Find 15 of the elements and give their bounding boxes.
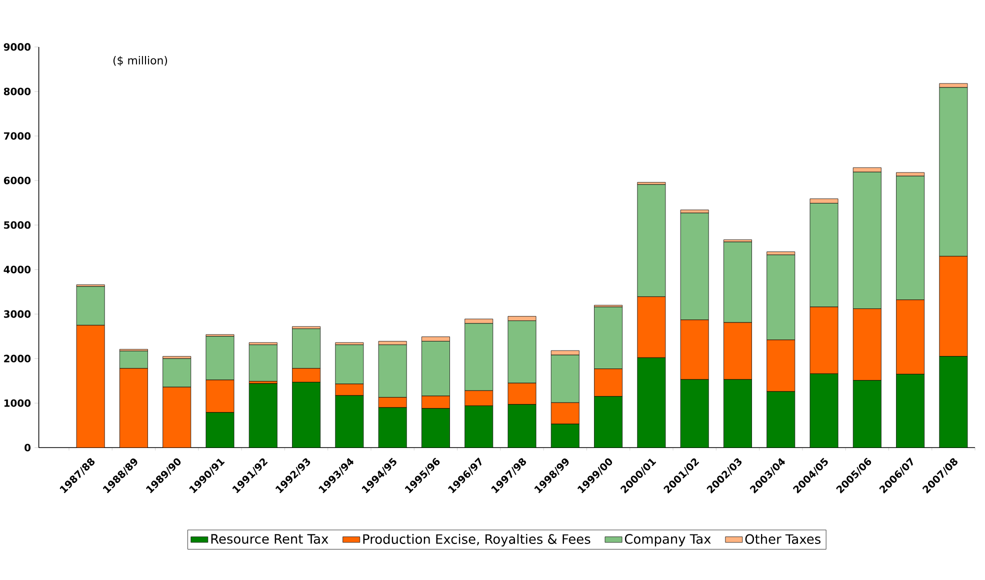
legend-label: Other Taxes xyxy=(745,534,820,544)
annotation: ($ million) xyxy=(113,56,168,66)
y-tick-label: 5000 xyxy=(4,221,31,230)
y-tick-label: 7000 xyxy=(4,132,31,140)
y-tick-label: 4000 xyxy=(4,266,31,274)
y-tick-label: 9000 xyxy=(4,43,31,51)
y-tick-label: 1000 xyxy=(4,400,31,408)
legend-label: Company Tax xyxy=(624,534,711,547)
legend-label: Production Excise, Royalties & Fees xyxy=(363,534,590,547)
y-tick-label: 0 xyxy=(24,444,31,452)
y-tick-label: 6000 xyxy=(4,176,31,185)
legend-label: Resource Rent Tax xyxy=(211,534,328,544)
y-tick-label: 2000 xyxy=(4,355,31,363)
y-tick-label: 3000 xyxy=(4,310,31,318)
y-tick-label: 8000 xyxy=(4,88,31,96)
